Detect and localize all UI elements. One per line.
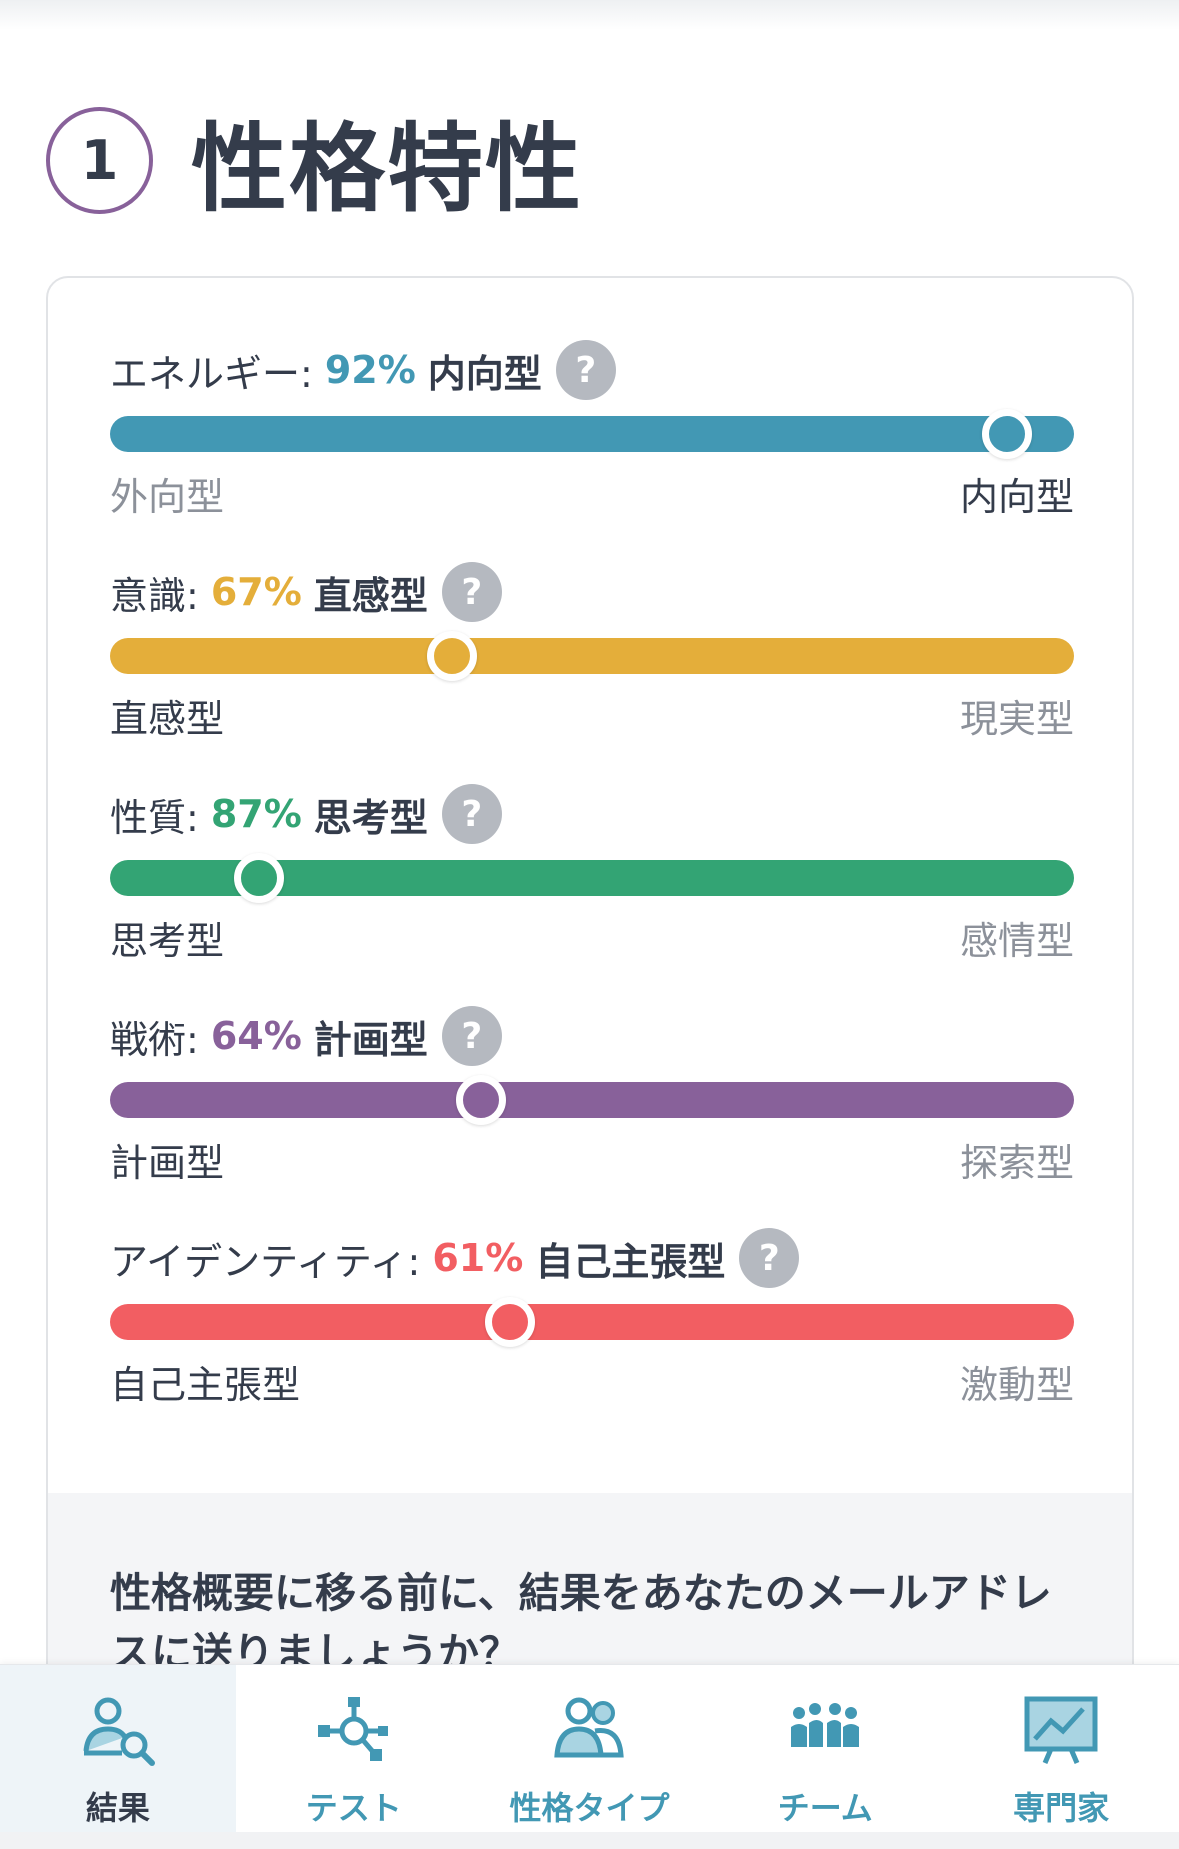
help-icon[interactable]: ? [441, 1006, 502, 1066]
tab-label: 結果 [85, 1789, 150, 1827]
trait-right-label: 現実型 [959, 697, 1074, 741]
help-icon[interactable]: ? [441, 562, 502, 622]
tab-teams[interactable]: チーム [707, 1665, 943, 1833]
trait-heading: エネルギー: 92% 内向型 ? [110, 340, 1074, 400]
trait-bar-labels: 直感型 現実型 [110, 688, 1074, 743]
personality-types-icon [554, 1697, 625, 1758]
trait-heading: アイデンティティ: 61% 自己主張型 ? [110, 1228, 1074, 1288]
results-icon [83, 1697, 155, 1766]
trait-type: 直感型 [313, 573, 428, 618]
trait-bar [110, 409, 1074, 459]
tab-test[interactable]: テスト [236, 1665, 472, 1833]
trait-bar-labels: 外向型 内向型 [110, 466, 1074, 521]
trait-percent: 67% [210, 570, 302, 614]
tab-professionals[interactable]: 専門家 [943, 1665, 1179, 1833]
section-header: 1 性格特性 [46, 105, 583, 225]
trait-type: 計画型 [313, 1017, 428, 1062]
professionals-icon [1024, 1696, 1098, 1764]
trait-mind: 意識: 67% 直感型 ? 直感型 現実型 [110, 562, 1074, 743]
tab-personality-types[interactable]: 性格タイプ [472, 1665, 708, 1833]
trait-left-label: 自己主張型 [110, 1363, 301, 1407]
trait-percent: 87% [210, 792, 302, 836]
trait-right-label: 内向型 [959, 475, 1074, 519]
trait-bar-labels: 思考型 感情型 [110, 910, 1074, 965]
trait-heading: 意識: 67% 直感型 ? [110, 562, 1074, 622]
top-fade [0, 0, 1179, 30]
tab-label: 性格タイプ [509, 1789, 670, 1827]
trait-label: 性質: [110, 795, 199, 840]
trait-label: エネルギー: [110, 351, 313, 396]
trait-heading: 戦術: 64% 計画型 ? [110, 1006, 1074, 1066]
trait-identity: アイデンティティ: 61% 自己主張型 ? 自己主張型 激動型 [110, 1228, 1074, 1409]
email-prompt-text: 性格概要に移る前に、結果をあなたのメールアドレスに送りましょうか？ [110, 1569, 1052, 1677]
trait-slider-knob [234, 853, 285, 903]
trait-left-label: 計画型 [110, 1141, 225, 1185]
trait-bar [110, 631, 1074, 681]
trait-left-label: 外向型 [110, 475, 225, 519]
help-icon[interactable]: ? [739, 1228, 800, 1288]
tab-label: 専門家 [1013, 1789, 1110, 1827]
trait-slider-knob [427, 631, 478, 681]
trait-percent: 92% [324, 348, 416, 392]
trait-label: 意識: [110, 573, 199, 618]
trait-bar [110, 1297, 1074, 1347]
test-icon [317, 1697, 388, 1761]
bottom-tab-bar: 結果 テスト 性格タイプ チーム [0, 1664, 1179, 1849]
trait-energy: エネルギー: 92% 内向型 ? 外向型 内向型 [110, 340, 1074, 521]
tab-results[interactable]: 結果 [0, 1665, 236, 1833]
teams-icon [791, 1703, 860, 1747]
trait-label: 戦術: [110, 1017, 199, 1062]
trait-type: 内向型 [427, 351, 542, 396]
trait-left-label: 直感型 [110, 697, 225, 741]
page-title: 性格特性 [191, 112, 583, 225]
trait-slider-knob [981, 409, 1032, 459]
trait-right-label: 感情型 [959, 919, 1074, 963]
help-icon[interactable]: ? [555, 340, 616, 400]
trait-slider-knob [456, 1075, 507, 1125]
tab-label: チーム [777, 1789, 873, 1827]
trait-right-label: 探索型 [959, 1141, 1074, 1185]
trait-type: 自己主張型 [535, 1239, 726, 1284]
trait-left-label: 思考型 [110, 919, 225, 963]
trait-tactics: 戦術: 64% 計画型 ? 計画型 探索型 [110, 1006, 1074, 1187]
trait-label: アイデンティティ: [110, 1239, 421, 1284]
trait-bar [110, 1075, 1074, 1125]
trait-nature: 性質: 87% 思考型 ? 思考型 感情型 [110, 784, 1074, 965]
trait-bar-labels: 計画型 探索型 [110, 1132, 1074, 1187]
trait-bar [110, 853, 1074, 903]
trait-bar-labels: 自己主張型 激動型 [110, 1354, 1074, 1409]
help-icon[interactable]: ? [441, 784, 502, 844]
home-indicator-strip [0, 1832, 1179, 1849]
trait-type: 思考型 [313, 795, 428, 840]
tab-label: テスト [305, 1789, 402, 1827]
trait-right-label: 激動型 [959, 1363, 1074, 1407]
traits-card: エネルギー: 92% 内向型 ? 外向型 内向型 意識: 67% 直感型 ? 直… [46, 276, 1134, 1849]
trait-percent: 61% [432, 1236, 524, 1280]
trait-percent: 64% [210, 1014, 302, 1058]
trait-slider-knob [485, 1297, 536, 1347]
trait-heading: 性質: 87% 思考型 ? [110, 784, 1074, 844]
step-number-badge: 1 [46, 106, 153, 214]
